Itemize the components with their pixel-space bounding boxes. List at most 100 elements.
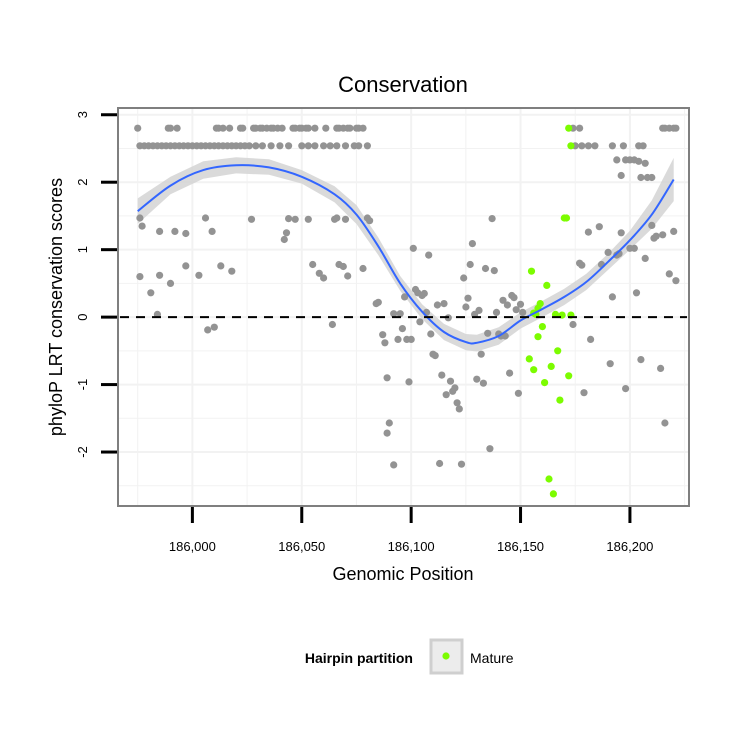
y-tick-label-4: 2 [75,179,90,186]
point-other-142 [383,374,391,382]
point-other-129 [210,323,218,331]
point-other-204 [519,308,527,316]
point-mature-16 [556,396,564,404]
point-other-227 [652,232,660,240]
point-other-67 [322,124,330,132]
point-other-112 [282,229,291,237]
point-other-144 [385,419,393,427]
point-other-48 [226,124,234,132]
smooth-line [137,164,675,345]
point-other-145 [390,461,398,469]
y-tick-label-2: 0 [75,313,90,320]
point-other-188 [484,329,492,337]
point-other-118 [341,215,350,223]
point-other-213 [604,248,612,256]
point-mature-7 [525,355,533,363]
point-other-85 [639,142,647,150]
point-other-171 [446,377,455,385]
point-other-180 [466,260,474,269]
point-other-50 [239,124,247,132]
x-axis-label: Genomic Position [332,564,473,584]
point-other-43 [166,124,175,132]
point-other-177 [460,274,468,282]
smooth-line-layer [137,164,675,345]
legend-key-box [429,638,464,675]
x-axis-ticks: 186,000 186,050 186,100 186,150 186,200 [169,507,653,554]
point-other-34 [311,142,319,150]
point-other-147 [394,335,402,343]
point-other-231 [665,270,673,278]
point-other-229 [659,231,667,239]
point-other-33 [304,142,312,150]
point-other-79 [578,142,586,150]
point-other-197 [503,301,511,309]
point-other-127 [195,271,203,279]
legend-title: Hairpin partition [305,650,413,666]
point-other-110 [247,215,256,223]
point-other-143 [383,429,391,437]
point-other-168 [440,300,448,308]
point-other-98 [637,173,645,182]
y-tick-label-0: -2 [75,446,90,458]
point-other-221 [630,244,638,252]
point-other-157 [416,318,424,326]
point-mature-4 [534,333,542,341]
point-other-205 [569,320,577,329]
point-other-115 [304,215,312,223]
point-other-82 [608,142,617,150]
point-other-210 [587,335,595,343]
point-other-233 [672,277,680,285]
point-other-154 [409,244,417,252]
point-other-181 [468,240,476,248]
point-other-207 [578,261,586,269]
point-other-200 [510,294,518,302]
point-other-222 [632,289,641,297]
x-tick-label-4: 186,200 [606,539,653,554]
point-other-26 [245,142,253,150]
x-tick-label-3: 186,150 [497,539,544,554]
point-other-230 [661,419,669,427]
point-other-97 [617,171,625,180]
point-other-65 [304,124,312,132]
point-other-232 [670,227,678,235]
y-tick-label-3: 1 [75,246,90,253]
point-other-183 [473,375,481,383]
point-mature-20 [565,372,573,380]
point-other-198 [506,369,514,377]
point-other-186 [479,379,487,387]
point-other-228 [657,364,665,372]
point-other-111 [280,235,288,244]
point-other-211 [595,223,603,231]
point-other-36 [326,142,334,150]
point-other-30 [276,142,284,150]
point-other-140 [379,331,387,339]
point-other-139 [374,298,382,306]
point-other-135 [339,262,347,271]
point-other-44 [173,124,181,132]
point-other-166 [436,459,444,468]
point-other-120 [366,217,374,225]
point-other-128 [204,326,212,334]
point-other-41 [363,142,371,150]
point-other-121 [136,273,144,281]
point-other-81 [591,142,599,150]
point-other-203 [516,300,525,308]
point-other-161 [425,251,433,259]
point-other-173 [451,384,459,392]
point-other-28 [258,142,266,150]
point-other-136 [344,272,352,280]
y-axis-label: phyloP LRT conservation scores [46,178,66,436]
point-other-176 [457,460,466,468]
point-other-35 [320,142,328,150]
point-other-83 [619,142,628,150]
point-other-153 [407,335,415,343]
point-other-133 [328,320,336,329]
point-other-175 [455,405,463,413]
legend-label-mature: Mature [470,650,514,666]
point-other-209 [584,228,593,236]
point-other-150 [401,293,409,301]
point-other-178 [462,303,470,311]
point-mature-9 [541,379,549,387]
point-other-192 [492,308,501,316]
